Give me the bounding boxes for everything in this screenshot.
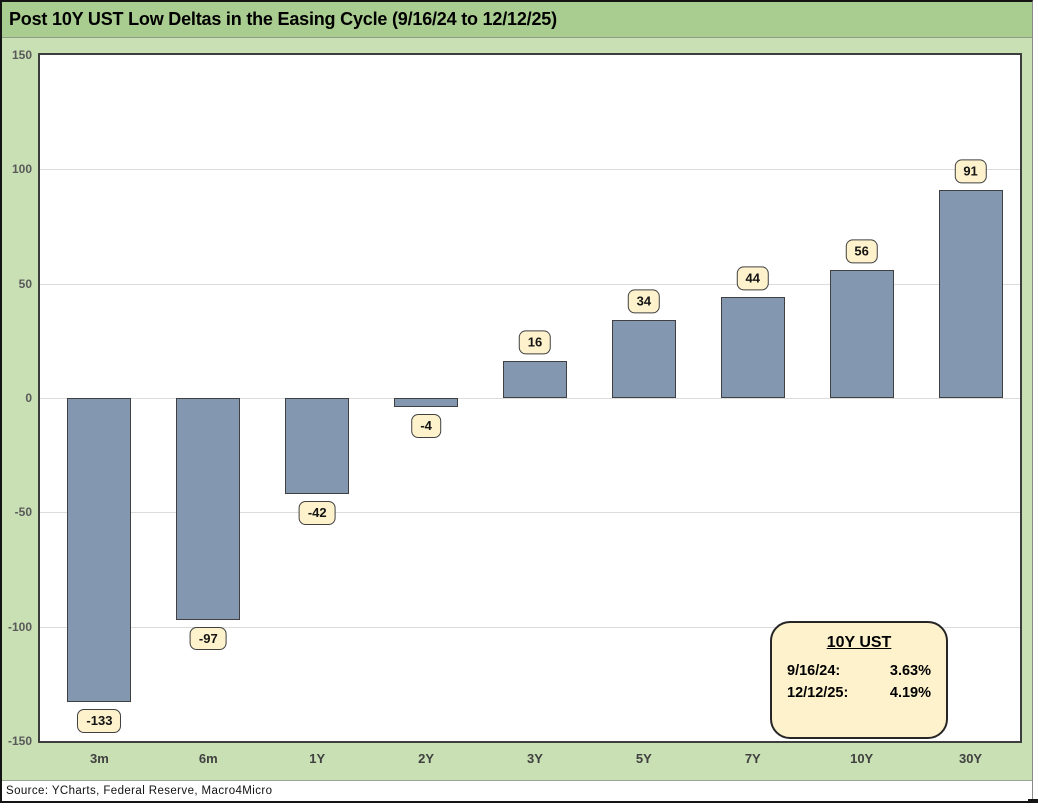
x-tick-3m: 3m [90, 751, 109, 766]
x-tick-7Y: 7Y [744, 751, 761, 766]
callout-10y-ust: 10Y UST 9/16/24: 3.63% 12/12/25: 4.19% [770, 621, 948, 739]
source-note: Source: YCharts, Federal Reserve, Macro4… [2, 780, 1032, 801]
callout-title: 10Y UST [826, 634, 892, 651]
x-tick-6m: 6m [198, 751, 218, 766]
bar-1Y [285, 398, 350, 495]
bar-30Y [938, 189, 1003, 398]
gridline-100 [40, 169, 1020, 171]
bar-7Y [720, 297, 785, 398]
chart-title: Post 10Y UST Low Deltas in the Easing Cy… [2, 2, 1032, 38]
x-tick-5Y: 5Y [635, 751, 652, 766]
plot-area: 10Y UST 9/16/24: 3.63% 12/12/25: 4.19% -… [38, 53, 1022, 743]
data-label-5Y: 34 [627, 289, 661, 314]
y-tick--50: -50 [14, 505, 32, 520]
bar-2Y [394, 398, 459, 408]
gridline-50 [40, 283, 1020, 285]
y-tick-50: 50 [18, 276, 32, 291]
bar-3m [67, 398, 132, 703]
callout-value-1: 3.63% [889, 663, 931, 679]
bar-3Y [503, 361, 567, 398]
data-label-2Y: -4 [411, 414, 441, 438]
callout-row-1: 9/16/24: 3.63% [787, 660, 931, 682]
bar-6m [176, 398, 241, 620]
bar-10Y [829, 269, 894, 398]
x-tick-1Y: 1Y [309, 751, 326, 766]
x-tick-2Y: 2Y [418, 751, 435, 766]
gridline--100 [40, 626, 1020, 628]
data-label-1Y: -42 [298, 501, 336, 525]
gridline--50 [40, 512, 1020, 514]
callout-value-2: 4.19% [889, 685, 931, 702]
bar-5Y [611, 320, 676, 398]
x-axis: 3m 6m 1Y 2Y 3Y 5Y 7Y 10Y 30Y [2, 748, 1032, 772]
data-label-3m: -133 [77, 709, 122, 733]
callout-date-2: 12/12/25: [787, 685, 849, 702]
callout-row-2: 12/12/25: 4.19% [787, 682, 931, 704]
x-tick-10Y: 10Y [850, 751, 874, 766]
gridline-0 [40, 398, 1020, 399]
data-label-30Y: 91 [954, 159, 987, 183]
data-label-7Y: 44 [736, 266, 769, 291]
bottom-border-line [1028, 799, 1038, 803]
y-tick-0: 0 [25, 391, 32, 405]
y-tick-150: 150 [11, 48, 32, 62]
x-tick-3Y: 3Y [527, 751, 543, 766]
callout-date-1: 9/16/24: [787, 663, 841, 679]
x-tick-30Y: 30Y [958, 751, 983, 766]
data-label-3Y: 16 [518, 330, 552, 355]
data-label-6m: -97 [189, 626, 227, 651]
y-tick-100: 100 [11, 162, 32, 177]
data-label-10Y: 56 [845, 239, 878, 263]
y-tick--150: -150 [7, 734, 32, 748]
y-tick--100: -100 [7, 619, 32, 634]
